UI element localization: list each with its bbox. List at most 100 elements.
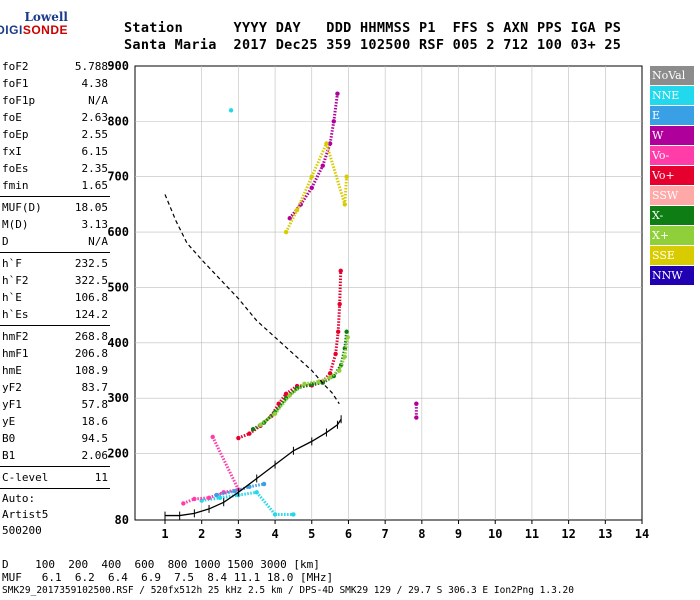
- param-value: 2.63: [81, 111, 109, 124]
- param-value: 1.65: [81, 179, 109, 192]
- parameters-panel: foF2 5.788 foF1 4.38 foF1p N/A foE 2.63 foEp 2.55…: [0, 58, 110, 539]
- distance-row: D 100 200 400 600 800 1000 1500 3000 [km…: [2, 558, 320, 571]
- param-row: hmE 108.9: [0, 362, 110, 379]
- x-tick-label: 7: [382, 527, 389, 541]
- data-trace: [329, 369, 341, 379]
- data-trace: [337, 356, 347, 372]
- param-value: 268.8: [74, 330, 108, 343]
- header-line-1: Station YYYY DAY DDD HHMMSS P1 FFS S AXN…: [124, 20, 622, 36]
- legend-item: NNE: [650, 86, 694, 105]
- x-tick-label: 12: [561, 527, 575, 541]
- param-value: 124.2: [74, 308, 108, 321]
- data-trace: [321, 372, 332, 383]
- plot-area: [134, 65, 643, 521]
- param-value: 57.8: [81, 398, 109, 411]
- param-key: yF2: [2, 381, 22, 394]
- param-value: 5.788: [74, 60, 108, 73]
- param-row: h`F2 322.5: [0, 272, 110, 289]
- header-line-2: Santa Maria 2017 Dec25 359 102500 RSF 00…: [124, 37, 622, 53]
- param-row: hmF1 206.8: [0, 345, 110, 362]
- data-trace: [343, 337, 350, 357]
- param-row: C-level 11: [0, 469, 110, 486]
- param-row: fmin 1.65: [0, 177, 110, 194]
- y-tick-label: 900: [107, 59, 129, 73]
- y-tick-label: 300: [107, 391, 129, 405]
- digisonde-logo: Lowell DIGISONDE: [0, 10, 68, 40]
- param-key: fmin: [2, 179, 29, 192]
- param-value: 106.8: [74, 291, 108, 304]
- param-value: 206.8: [74, 347, 108, 360]
- data-trace: [284, 209, 299, 233]
- param-key: hmF2: [2, 330, 29, 343]
- param-row: foF2 5.788: [0, 58, 110, 75]
- param-row: M(D) 3.13: [0, 216, 110, 233]
- param-key: h`F2: [2, 274, 29, 287]
- x-tick-label: 9: [455, 527, 462, 541]
- x-tick-label: 8: [418, 527, 425, 541]
- param-row: yE 18.6: [0, 413, 110, 430]
- data-trace: [238, 490, 257, 497]
- data-trace: [216, 489, 236, 497]
- data-trace: [328, 121, 336, 144]
- y-tick-label: 400: [107, 336, 129, 350]
- param-row: yF1 57.8: [0, 396, 110, 413]
- data-point: [258, 422, 263, 427]
- data-trace: [211, 436, 240, 491]
- data-trace: [311, 381, 324, 386]
- param-value: 11: [94, 471, 108, 484]
- param-row: MUF(D) 18.05: [0, 199, 110, 216]
- y-tick-label: 800: [107, 114, 129, 128]
- param-key: M(D): [2, 218, 29, 231]
- param-key: h`F: [2, 257, 22, 270]
- data-trace: [310, 164, 325, 189]
- legend-item: E: [650, 106, 694, 125]
- param-value: 94.5: [81, 432, 109, 445]
- legend-item: W: [650, 126, 694, 145]
- param-value: 6.15: [81, 145, 109, 158]
- data-point: [228, 108, 234, 113]
- data-trace: [310, 142, 328, 178]
- param-row: h`F 232.5: [0, 255, 110, 272]
- param-key: B1: [2, 449, 16, 462]
- x-tick-label: 11: [525, 527, 539, 541]
- param-value: 18.05: [74, 201, 108, 214]
- y-tick-label: 200: [107, 447, 129, 461]
- x-tick-label: 4: [271, 527, 278, 541]
- data-point: [261, 481, 267, 487]
- param-key: yE: [2, 415, 16, 428]
- data-trace: [334, 331, 340, 355]
- data-trace: [299, 186, 314, 206]
- param-value: 4.38: [81, 77, 109, 90]
- logo-digisonde: DIGISONDE: [0, 23, 68, 37]
- legend-item: SSE: [650, 246, 694, 265]
- param-row: hmF2 268.8: [0, 328, 110, 345]
- param-key: h`E: [2, 291, 22, 304]
- x-tick-label: 10: [488, 527, 502, 541]
- separator: [0, 252, 110, 253]
- param-key: foEs: [2, 162, 29, 175]
- param-key: yF1: [2, 398, 22, 411]
- data-trace: [234, 485, 250, 493]
- muf-row: MUF 6.1 6.2 6.4 6.9 7.5 8.4 11.1 18.0 [M…: [2, 571, 334, 584]
- data-trace: [338, 270, 343, 305]
- param-row: h`Es 124.2: [0, 306, 110, 323]
- param-key: foE: [2, 111, 22, 124]
- data-trace: [182, 497, 195, 505]
- param-key: foF1: [2, 77, 29, 90]
- x-tick-label: 13: [598, 527, 612, 541]
- y-tick-label: 700: [107, 170, 129, 184]
- data-trace: [259, 412, 276, 426]
- data-trace: [304, 380, 320, 386]
- separator: [0, 196, 110, 197]
- y-tick-label: 80: [115, 513, 129, 527]
- data-trace: [328, 353, 338, 374]
- param-row: foF1 4.38: [0, 75, 110, 92]
- legend-item: SSW: [650, 186, 694, 205]
- param-key: hmE: [2, 364, 22, 377]
- legend-item: X+: [650, 226, 694, 245]
- x-tick-label: 2: [198, 527, 205, 541]
- data-trace: [249, 482, 265, 489]
- param-value: N/A: [88, 235, 108, 248]
- param-row: B0 94.5: [0, 430, 110, 447]
- data-trace: [273, 394, 291, 415]
